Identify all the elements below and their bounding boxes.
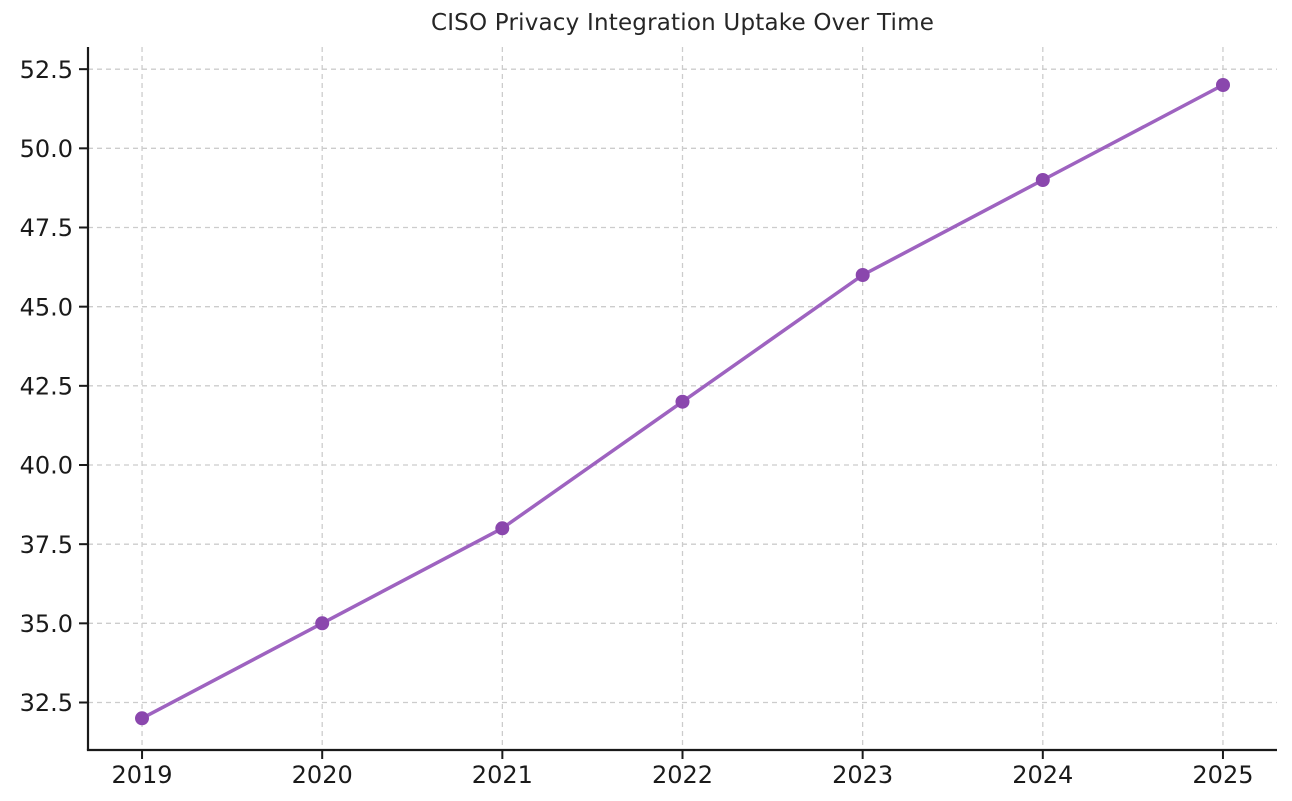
x-tick-label: 2020 [292,761,353,789]
data-point-2019 [135,711,149,726]
y-tick-label: 52.5 [20,56,73,84]
y-tick-label: 37.5 [20,531,73,559]
x-tick-label: 2021 [472,761,533,789]
data-point-2022 [675,394,690,409]
x-tick-label: 2025 [1192,761,1253,789]
x-tick-label: 2022 [652,761,713,789]
x-tick-label: 2019 [112,761,173,789]
y-tick-label: 32.5 [20,689,73,717]
data-point-2025 [1216,78,1230,92]
y-tick-label: 42.5 [20,372,73,400]
y-tick-label: 47.5 [20,214,73,242]
data-point-2023 [855,268,870,282]
y-tick-label: 40.0 [20,452,73,480]
data-point-2020 [315,616,330,631]
data-point-2024 [1035,173,1050,187]
y-tick-label: 45.0 [20,293,73,321]
data-point-2021 [495,521,510,536]
x-tick-label: 2023 [832,761,893,789]
chart-title: CISO Privacy Integration Uptake Over Tim… [430,10,935,36]
x-tick-label: 2024 [1012,761,1073,789]
y-tick-label: 50.0 [20,135,73,163]
y-tick-label: 35.0 [20,610,73,638]
